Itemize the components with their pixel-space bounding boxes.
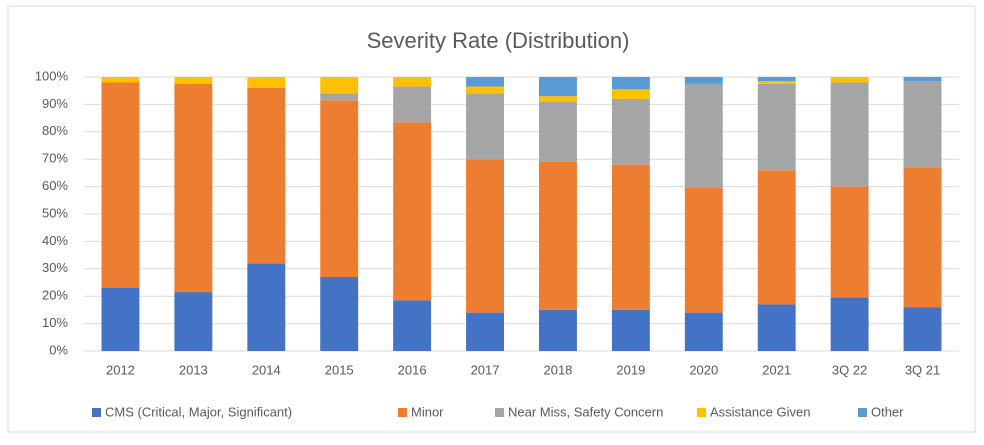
bar-segment [830, 82, 869, 187]
legend-swatch [495, 408, 504, 417]
bar-segment [174, 292, 213, 351]
y-tick-label: 100% [35, 68, 69, 83]
bar-segment [684, 187, 723, 313]
bar-segment [757, 304, 796, 351]
y-tick-label: 30% [42, 260, 68, 275]
bar-segment [320, 277, 359, 351]
bar-segment [247, 77, 286, 88]
bar-segment [393, 77, 432, 87]
y-tick-label: 20% [42, 288, 68, 303]
bar-segment [320, 100, 359, 278]
bar-segment [539, 101, 577, 162]
bar-segment [393, 122, 432, 301]
y-tick-label: 60% [42, 178, 68, 193]
bar-segment [393, 86, 432, 123]
bar-segment [684, 312, 723, 351]
bar-segment [539, 161, 577, 310]
chart-title: Severity Rate (Distribution) [367, 28, 630, 53]
bar-segment [466, 86, 504, 94]
bar-segment [539, 309, 577, 351]
x-tick-label: 2020 [689, 362, 718, 377]
x-tick-label: 2019 [616, 362, 645, 377]
bar-segment [174, 77, 213, 84]
x-tick-label: 3Q 22 [832, 362, 867, 377]
legend-label: Other [871, 404, 904, 419]
bar-segment [539, 77, 577, 97]
bar-segment [466, 77, 504, 87]
bar-segment [466, 93, 504, 160]
legend-label: Near Miss, Safety Concern [508, 404, 663, 419]
bar-segment [757, 170, 796, 305]
bar-segment [757, 81, 796, 84]
legend-label: Assistance Given [710, 404, 810, 419]
bar-segment [539, 96, 577, 102]
x-tick-label: 2017 [471, 362, 500, 377]
x-tick-label: 2016 [398, 362, 427, 377]
bar-segment [611, 309, 650, 351]
bar-segment [320, 93, 359, 101]
bar-segment [757, 83, 796, 171]
x-tick-label: 2015 [325, 362, 354, 377]
bar-segment [466, 312, 504, 351]
bar-segment [757, 77, 796, 82]
y-tick-label: 70% [42, 151, 68, 166]
legend-swatch [697, 408, 706, 417]
bar-segment [466, 159, 504, 313]
bar-segment [393, 300, 432, 351]
bar-segment [684, 77, 723, 84]
bar-segment [101, 287, 140, 351]
x-tick-label: 2013 [179, 362, 208, 377]
bar-segment [320, 77, 359, 94]
bar-segment [830, 186, 869, 298]
bar-segment [611, 89, 650, 99]
bar-segment [247, 263, 286, 351]
bar-segment [903, 307, 942, 351]
y-tick-label: 50% [42, 205, 68, 220]
x-tick-label: 2014 [252, 362, 281, 377]
y-tick-label: 90% [42, 96, 68, 111]
bar-segment [903, 77, 942, 82]
x-tick-label: 2012 [106, 362, 135, 377]
legend-label: CMS (Critical, Major, Significant) [105, 404, 292, 419]
legend-swatch [858, 408, 867, 417]
bar-segment [830, 77, 869, 83]
legend-label: Minor [411, 404, 444, 419]
legend-swatch [92, 408, 101, 417]
bar-segment [247, 87, 286, 264]
bar-segment [611, 77, 650, 90]
x-tick-label: 2018 [543, 362, 572, 377]
bar-segment [101, 82, 140, 288]
bar-segment [174, 83, 213, 293]
bar-segment [903, 167, 942, 308]
bar-segment [684, 83, 723, 188]
x-tick-label: 2021 [762, 362, 791, 377]
bar-segment [830, 297, 869, 351]
y-tick-label: 80% [42, 123, 68, 138]
y-tick-label: 40% [42, 233, 68, 248]
x-tick-label: 3Q 21 [905, 362, 940, 377]
bar-segment [611, 98, 650, 165]
y-tick-label: 10% [42, 315, 68, 330]
y-tick-label: 0% [49, 342, 68, 357]
bar-segment [903, 81, 942, 168]
bar-segment [611, 164, 650, 310]
legend-swatch [398, 408, 407, 417]
bar-segment [101, 77, 140, 83]
